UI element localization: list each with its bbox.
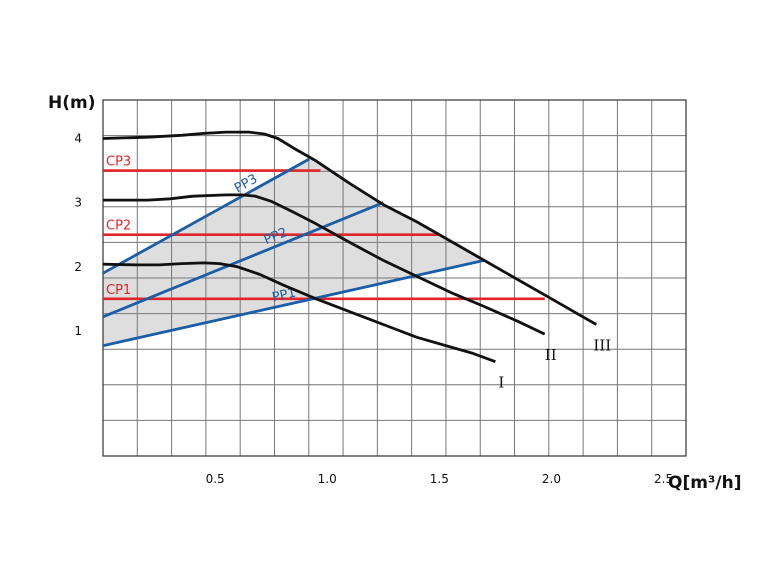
pump-curve <box>103 193 546 336</box>
x-tick-label: 0.5 <box>206 472 225 486</box>
pp-line <box>102 157 310 275</box>
x-tick-label: 1.5 <box>430 472 449 486</box>
cp-line-label: CP1 <box>106 283 131 298</box>
y-tick-label: 4 <box>74 131 82 145</box>
y-tick-label: 3 <box>74 196 82 210</box>
x-tick-label: 2.0 <box>542 472 561 486</box>
y-tick-label: 1 <box>74 324 82 338</box>
chart-grid <box>102 99 687 457</box>
pp-line <box>102 201 384 319</box>
x-tick-label: 1.0 <box>318 472 337 486</box>
operating-region <box>103 159 485 346</box>
pp-line <box>102 259 485 348</box>
pump-curve <box>102 261 496 364</box>
pump-curve-label: III <box>593 337 611 355</box>
x-tick-label: 2.5 <box>654 472 673 486</box>
cp-lines: CP3 CP2 CP1 <box>103 155 545 301</box>
y-tick-label: 2 <box>74 260 82 274</box>
cp-line-label: CP2 <box>106 219 131 234</box>
y-axis-title: H(m) <box>48 93 95 113</box>
x-axis-title: Q[m³/h] <box>668 473 741 493</box>
shaded-region <box>103 159 485 346</box>
cp-line-label: CP3 <box>106 155 131 170</box>
pump-curve-label: I <box>498 374 504 392</box>
plot-frame <box>102 99 687 457</box>
chart-labels: H(m) Q[m³/h] 0.5 1.0 1.5 2.0 2.5 1 2 3 4 <box>48 93 741 493</box>
pump-curve-label: II <box>545 346 557 364</box>
pp-line-label: PP1 <box>271 286 298 306</box>
pump-curve <box>102 130 597 326</box>
